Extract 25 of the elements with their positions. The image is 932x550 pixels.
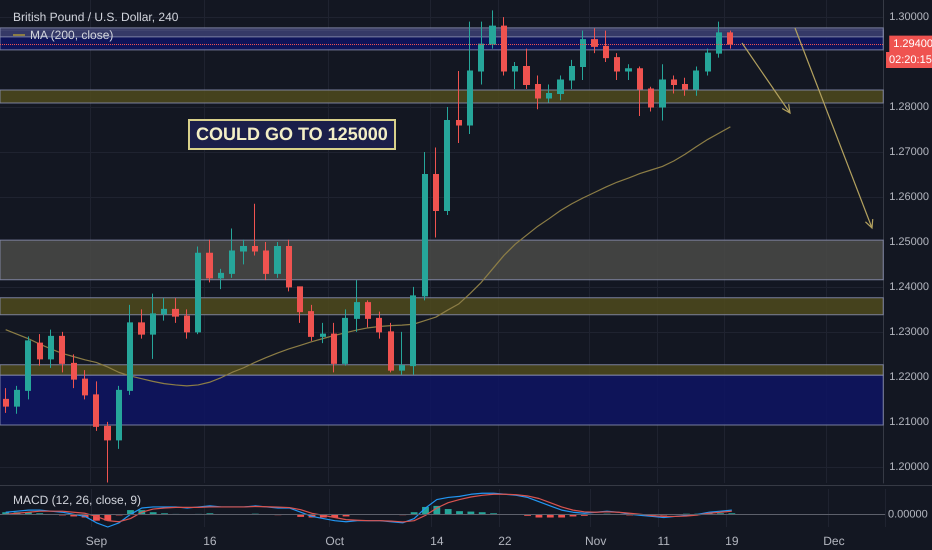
y-tick-label: 1.23000 bbox=[889, 326, 930, 338]
x-tick-label: 11 bbox=[658, 534, 670, 548]
x-tick-label: 14 bbox=[430, 534, 444, 548]
y-tick-label: 1.24000 bbox=[889, 280, 930, 293]
y-tick-label: 1.30000 bbox=[889, 11, 930, 24]
x-tick-label: 22 bbox=[498, 534, 512, 548]
x-tick-label: 16 bbox=[203, 534, 217, 548]
text: 02:20:15 bbox=[886, 52, 932, 68]
y-tick-label: 1.22000 bbox=[889, 370, 930, 383]
ref-line-label: 0.00000 bbox=[888, 508, 928, 520]
y-tick-label: 1.28000 bbox=[889, 101, 930, 114]
annotation: COULD GO TO 125000 bbox=[188, 119, 396, 150]
y-tick-label: 1.20000 bbox=[889, 460, 930, 473]
x-tick-label: Sep bbox=[86, 534, 108, 548]
text: British Pound / U.S. Dollar, 240 bbox=[13, 10, 179, 24]
chart-title: MACD (12, 26, close, 9) bbox=[13, 493, 142, 507]
x-tick-label: Nov bbox=[585, 534, 606, 548]
legend-label: MA (200, close) bbox=[30, 28, 114, 42]
x-tick-label: 19 bbox=[725, 534, 739, 548]
x-tick-label: Dec bbox=[823, 534, 845, 548]
x-tick-label: Oct bbox=[325, 534, 345, 548]
y-tick-label: 1.21000 bbox=[889, 416, 930, 428]
y-tick-label: 1.27000 bbox=[889, 146, 930, 158]
y-tick-label: 1.26000 bbox=[889, 190, 930, 203]
y-tick-label: 1.25000 bbox=[889, 236, 930, 248]
